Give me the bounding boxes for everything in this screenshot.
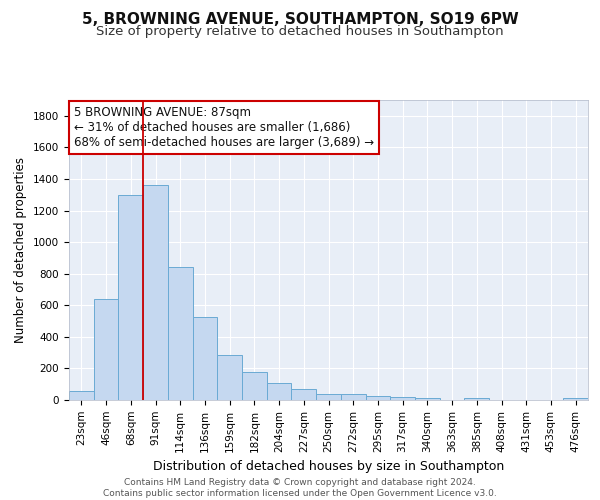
X-axis label: Distribution of detached houses by size in Southampton: Distribution of detached houses by size … [153,460,504,473]
Bar [415,398,440,400]
Y-axis label: Number of detached properties: Number of detached properties [14,157,28,343]
Bar [292,389,316,400]
Bar [316,394,341,400]
Bar [217,355,242,400]
Bar [341,394,365,400]
Bar [242,372,267,400]
Bar [193,317,217,400]
Bar [464,398,489,400]
Text: Size of property relative to detached houses in Southampton: Size of property relative to detached ho… [96,25,504,38]
Text: 5 BROWNING AVENUE: 87sqm
← 31% of detached houses are smaller (1,686)
68% of sem: 5 BROWNING AVENUE: 87sqm ← 31% of detach… [74,106,374,149]
Bar [94,299,118,400]
Bar [168,268,193,400]
Bar [563,398,588,400]
Bar [143,186,168,400]
Bar [118,194,143,400]
Text: 5, BROWNING AVENUE, SOUTHAMPTON, SO19 6PW: 5, BROWNING AVENUE, SOUTHAMPTON, SO19 6P… [82,12,518,28]
Bar [267,382,292,400]
Bar [69,392,94,400]
Bar [390,397,415,400]
Text: Contains HM Land Registry data © Crown copyright and database right 2024.
Contai: Contains HM Land Registry data © Crown c… [103,478,497,498]
Bar [365,396,390,400]
